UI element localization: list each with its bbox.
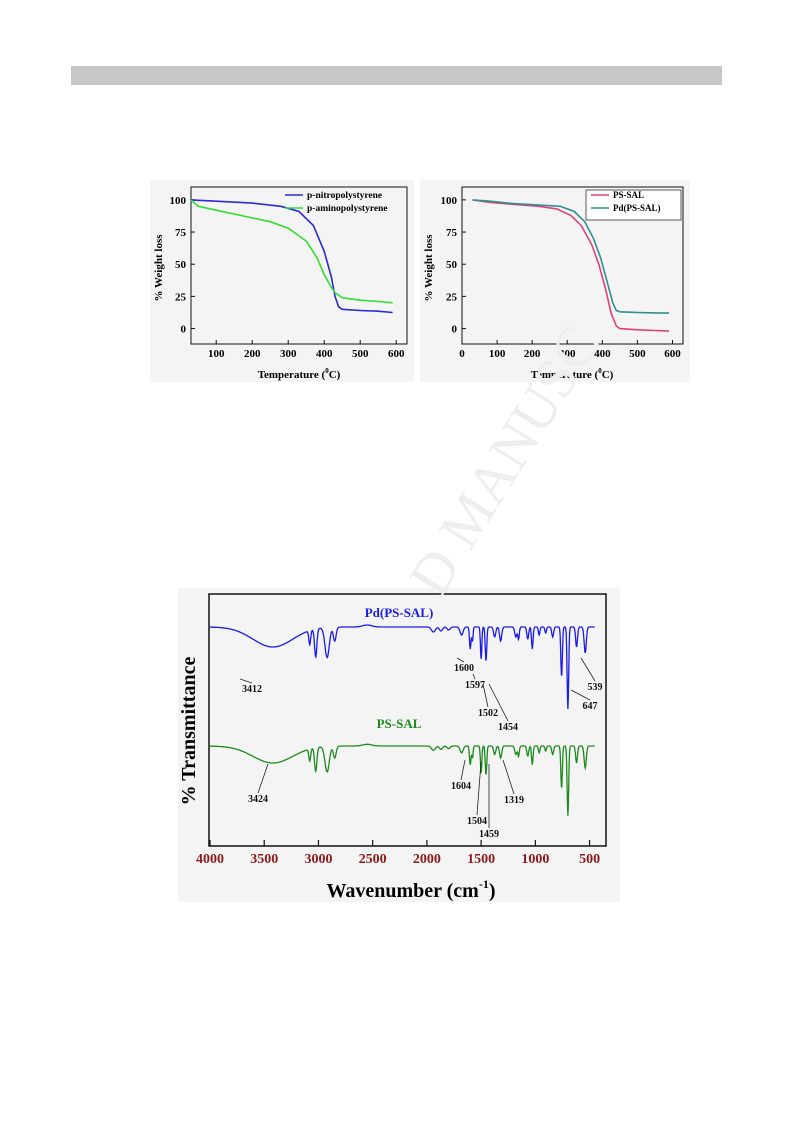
x-axis-label: Temperature (0C) bbox=[531, 367, 614, 381]
peak-label: 1597 bbox=[465, 680, 485, 691]
series-line-ps-sal bbox=[210, 743, 595, 816]
peak-label: 1454 bbox=[498, 722, 518, 733]
legend-label: PS-SAL bbox=[613, 190, 644, 200]
y-axis-label: % Transmittance bbox=[178, 657, 200, 806]
y-tick-label: 25 bbox=[175, 291, 187, 303]
series-line-ps-sal bbox=[472, 199, 670, 332]
x-tick-label: 100 bbox=[489, 348, 506, 360]
series-line-pd-ps-sal bbox=[210, 624, 595, 710]
x-axis-label: Wavenumber (cm-1) bbox=[326, 877, 495, 902]
peak-annotation-line bbox=[472, 673, 476, 680]
peak-annotation-line bbox=[488, 683, 509, 722]
peak-label: 1600 bbox=[454, 663, 474, 674]
x-tick-label: 0 bbox=[459, 348, 465, 360]
x-axis-label: Temperature (0C) bbox=[258, 367, 341, 381]
x-tick-label: 600 bbox=[664, 348, 681, 360]
peak-annotation-line bbox=[580, 657, 596, 682]
x-tick-label: 600 bbox=[388, 348, 405, 360]
y-tick-label: 50 bbox=[446, 259, 458, 271]
plot-frame bbox=[208, 593, 607, 847]
y-tick-label: 100 bbox=[441, 195, 458, 207]
peak-label: 3412 bbox=[242, 684, 262, 695]
x-tick-label: 3000 bbox=[304, 852, 332, 867]
peak-annotation-line bbox=[570, 689, 591, 701]
x-tick-label: 500 bbox=[352, 348, 369, 360]
peak-annotation-line bbox=[482, 683, 489, 708]
header-bar bbox=[71, 66, 722, 85]
x-tick-label: 2000 bbox=[413, 852, 441, 867]
x-tick-label: 200 bbox=[524, 348, 541, 360]
y-tick-label: 25 bbox=[446, 291, 458, 303]
tga-chart-2: 0 100 200 300 400 500 600 0 25 50 75 100 PS-SAL Pd(P… bbox=[423, 186, 684, 381]
peak-annotation-line bbox=[257, 763, 269, 794]
x-tick-label: 400 bbox=[594, 348, 611, 360]
ir-spectrum-chart: 4000 3500 3000 2500 2000 1500 1000 500 3412 1600… bbox=[178, 593, 607, 902]
peak-label: 1459 bbox=[479, 829, 499, 840]
x-tick-label: 500 bbox=[579, 852, 600, 867]
series-line-p-aminopolystyrene bbox=[190, 199, 393, 304]
y-tick-label: 100 bbox=[170, 195, 187, 207]
peak-annotation-line bbox=[502, 759, 515, 795]
legend-label: p-aminopolystyrene bbox=[307, 204, 388, 214]
x-tick-label: 200 bbox=[244, 348, 261, 360]
peak-annotation-line bbox=[239, 678, 253, 684]
x-tick-label: 300 bbox=[559, 348, 576, 360]
y-tick-label: 0 bbox=[181, 324, 187, 336]
peak-label: 1319 bbox=[504, 795, 524, 806]
plot-frame bbox=[190, 186, 408, 345]
x-tick-label: 500 bbox=[629, 348, 646, 360]
x-tick-label: 400 bbox=[316, 348, 333, 360]
x-tick-label: 1000 bbox=[521, 852, 549, 867]
tga-chart-1-panel: 100 200 300 400 500 600 0 25 50 75 100 p-nitropoly… bbox=[150, 180, 414, 382]
peak-annotation-line bbox=[456, 657, 465, 663]
plot-frame bbox=[461, 186, 684, 345]
x-tick-label: 300 bbox=[280, 348, 297, 360]
peak-label: 3424 bbox=[248, 794, 268, 805]
y-axis-label: % Weight loss bbox=[423, 234, 435, 302]
legend-label: p-nitropolystyrene bbox=[307, 191, 382, 201]
series-label-pd-ps-sal: Pd(PS-SAL) bbox=[365, 605, 434, 620]
y-tick-label: 0 bbox=[452, 324, 458, 336]
series-line-pd-ps-sal- bbox=[472, 199, 670, 314]
tga-chart-1: 100 200 300 400 500 600 0 25 50 75 100 p-nitropoly… bbox=[153, 186, 408, 381]
ir-chart-panel: 4000 3500 3000 2500 2000 1500 1000 500 3412 1600… bbox=[178, 588, 620, 902]
peak-label: 647 bbox=[583, 701, 598, 712]
peak-label: 539 bbox=[588, 682, 603, 693]
peak-annotation-line bbox=[460, 759, 466, 781]
x-tick-label: 2500 bbox=[359, 852, 387, 867]
peak-label: 1504 bbox=[467, 816, 487, 827]
y-tick-label: 75 bbox=[446, 227, 458, 239]
peak-label: 1604 bbox=[451, 781, 471, 792]
y-axis-label: % Weight loss bbox=[153, 234, 165, 302]
tga-chart-2-panel: 0 100 200 300 400 500 600 0 25 50 75 100 PS-SAL Pd(P… bbox=[420, 180, 690, 382]
y-tick-label: 75 bbox=[175, 227, 187, 239]
peak-label: 1502 bbox=[478, 708, 498, 719]
x-tick-label: 4000 bbox=[196, 852, 224, 867]
x-tick-label: 3500 bbox=[250, 852, 278, 867]
x-tick-label: 100 bbox=[208, 348, 225, 360]
x-tick-label: 1500 bbox=[467, 852, 495, 867]
peak-annotation-line bbox=[476, 761, 482, 816]
y-tick-label: 50 bbox=[175, 259, 187, 271]
series-label-ps-sal: PS-SAL bbox=[377, 716, 422, 731]
series-line-p-nitropolystyrene bbox=[190, 199, 393, 314]
legend-label: Pd(PS-SAL) bbox=[613, 203, 661, 213]
